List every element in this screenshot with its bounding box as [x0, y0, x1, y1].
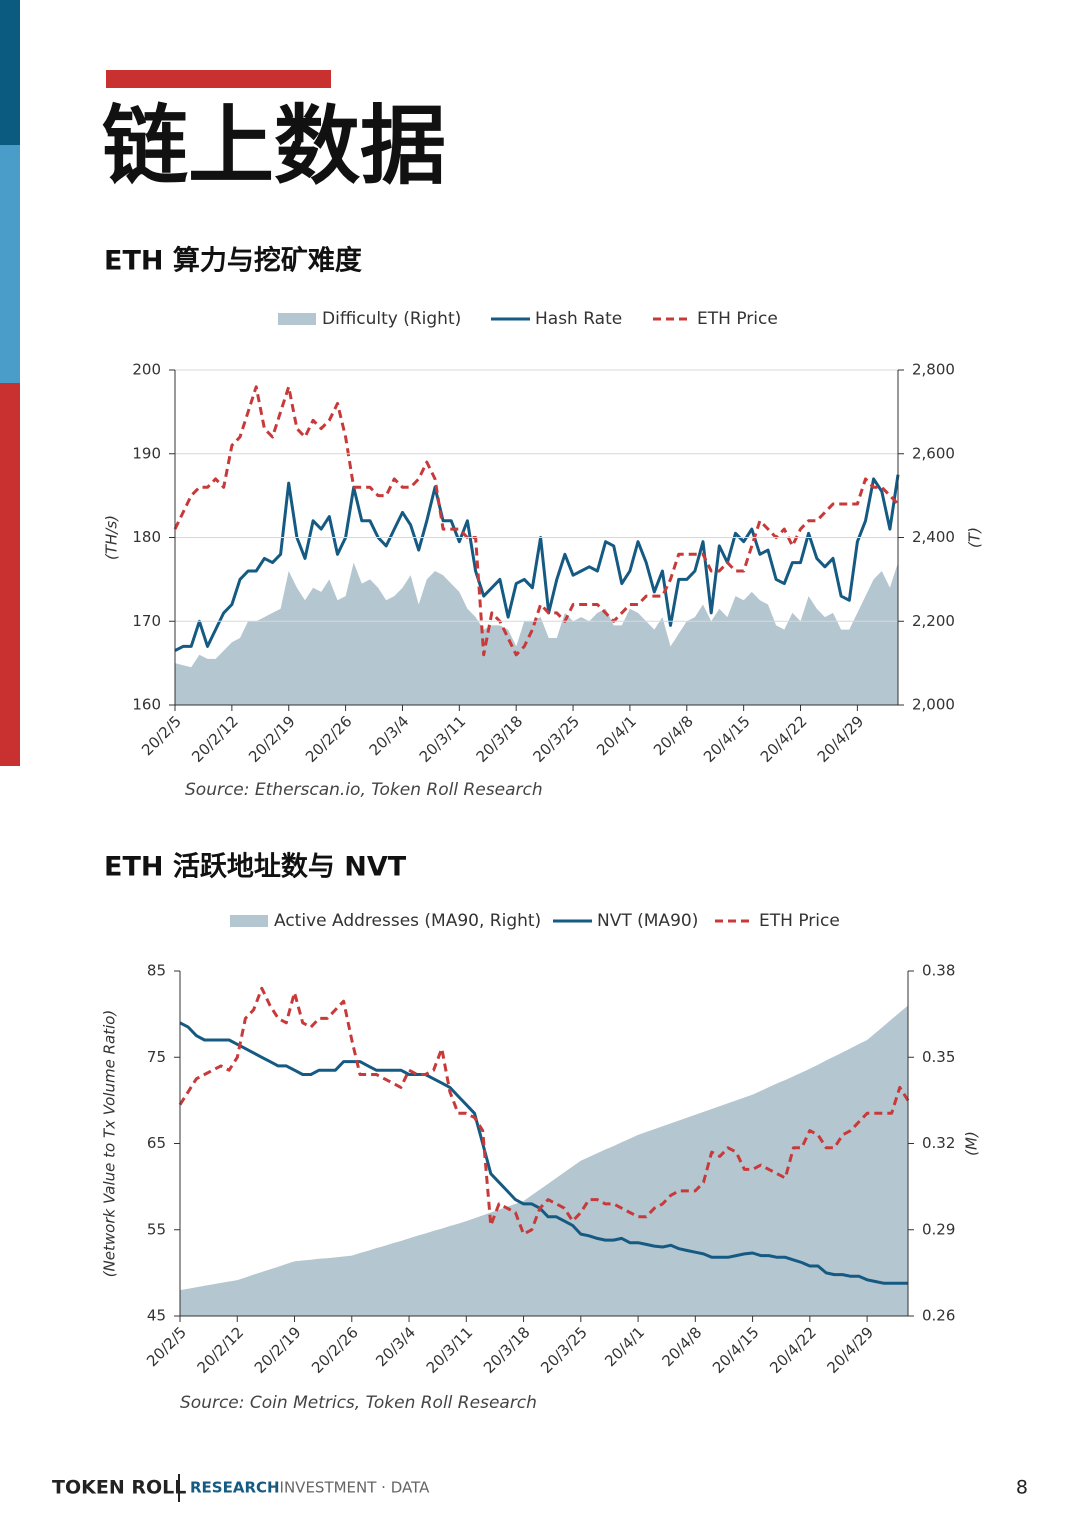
side-bar-red — [0, 383, 20, 766]
x-tick-label: 20/3/4 — [372, 1323, 419, 1370]
legend-label: Active Addresses (MA90, Right) — [274, 911, 541, 931]
y2-tick-label: 2,000 — [912, 696, 955, 714]
x-tick-label: 20/3/4 — [366, 712, 413, 759]
y-tick-label: 65 — [147, 1134, 166, 1152]
y2-tick-label: 0.29 — [922, 1220, 955, 1238]
x-tick-label: 20/4/1 — [601, 1323, 648, 1370]
y-tick-label: 200 — [132, 361, 161, 379]
source-note: Source: Coin Metrics, Token Roll Researc… — [180, 1393, 537, 1413]
x-tick-label: 20/2/19 — [245, 712, 299, 766]
x-tick-label: 20/4/8 — [650, 712, 697, 759]
dashed-line-series — [178, 986, 910, 1236]
y-axis-title: (Network Value to Tx Volume Ratio) — [101, 1010, 119, 1278]
x-tick-label: 20/4/22 — [757, 712, 811, 766]
y-tick-label: 55 — [147, 1220, 166, 1238]
y2-tick-label: 2,600 — [912, 444, 955, 462]
y-tick-label: 190 — [132, 444, 161, 462]
legend-swatch — [278, 313, 316, 325]
y2-tick-label: 0.38 — [922, 962, 955, 980]
x-tick-label: 20/3/25 — [537, 1323, 591, 1377]
y2-tick-label: 2,400 — [912, 528, 955, 546]
section-heading: ETH 活跃地址数与 NVT — [104, 852, 407, 883]
x-tick-label: 20/4/1 — [593, 712, 640, 759]
y-tick-label: 170 — [132, 612, 161, 630]
y2-tick-label: 0.32 — [922, 1134, 955, 1152]
x-tick-label: 20/2/5 — [143, 1323, 190, 1370]
y2-tick-label: 0.26 — [922, 1307, 955, 1325]
x-tick-label: 20/2/26 — [308, 1323, 362, 1377]
x-tick-label: 20/3/11 — [423, 1323, 477, 1377]
legend-label: ETH Price — [697, 309, 778, 329]
y-tick-label: 180 — [132, 528, 161, 546]
x-tick-label: 20/3/18 — [473, 712, 527, 766]
side-bar-light — [0, 145, 20, 383]
x-tick-label: 20/3/11 — [416, 712, 470, 766]
source-note: Source: Etherscan.io, Token Roll Researc… — [185, 780, 543, 800]
x-tick-label: 20/4/29 — [823, 1323, 877, 1377]
x-tick-label: 20/4/8 — [658, 1323, 705, 1370]
legend-label: Difficulty (Right) — [322, 309, 461, 329]
y-tick-label: 85 — [147, 962, 166, 980]
dashed-line-series — [173, 385, 900, 657]
area-series — [175, 562, 898, 705]
x-tick-label: 20/3/18 — [480, 1323, 534, 1377]
y2-tick-label: 2,800 — [912, 361, 955, 379]
legend-label: Hash Rate — [535, 309, 622, 329]
y-tick-label: 160 — [132, 696, 161, 714]
y2-axis-title: (M) — [963, 1131, 981, 1156]
legend-label: ETH Price — [759, 911, 840, 931]
x-tick-label: 20/2/12 — [188, 712, 242, 766]
legend-swatch — [230, 915, 268, 927]
y2-tick-label: 0.35 — [922, 1048, 955, 1066]
y-axis-title: (TH/s) — [103, 515, 121, 560]
x-tick-label: 20/4/15 — [709, 1323, 763, 1377]
y2-tick-label: 2,200 — [912, 612, 955, 630]
footer-tagline: · INVESTMENT · DATA — [270, 1479, 430, 1497]
x-tick-label: 20/4/15 — [700, 712, 754, 766]
y-tick-label: 45 — [147, 1307, 166, 1325]
line-series — [174, 474, 900, 652]
line-series — [179, 1021, 908, 1285]
x-tick-label: 20/2/5 — [138, 712, 185, 759]
side-bar-dark — [0, 0, 20, 145]
page-title: 链上数据 — [102, 96, 446, 196]
section-heading: ETH 算力与挖矿难度 — [104, 245, 362, 277]
y-tick-label: 75 — [147, 1048, 166, 1066]
x-tick-label: 20/2/12 — [194, 1323, 248, 1377]
area-series — [180, 1005, 908, 1316]
y2-axis-title: (T) — [966, 527, 984, 548]
footer-brand: TOKEN ROLL — [52, 1477, 186, 1499]
x-tick-label: 20/2/19 — [251, 1323, 305, 1377]
x-tick-label: 20/3/25 — [529, 712, 583, 766]
x-tick-label: 20/2/26 — [302, 712, 356, 766]
x-tick-label: 20/4/29 — [814, 712, 868, 766]
x-tick-label: 20/4/22 — [766, 1323, 820, 1377]
page-number: 8 — [1016, 1477, 1028, 1499]
legend-label: NVT (MA90) — [597, 911, 698, 931]
footer-tagline: RESEARCH — [190, 1479, 280, 1497]
title-bar — [106, 70, 331, 88]
